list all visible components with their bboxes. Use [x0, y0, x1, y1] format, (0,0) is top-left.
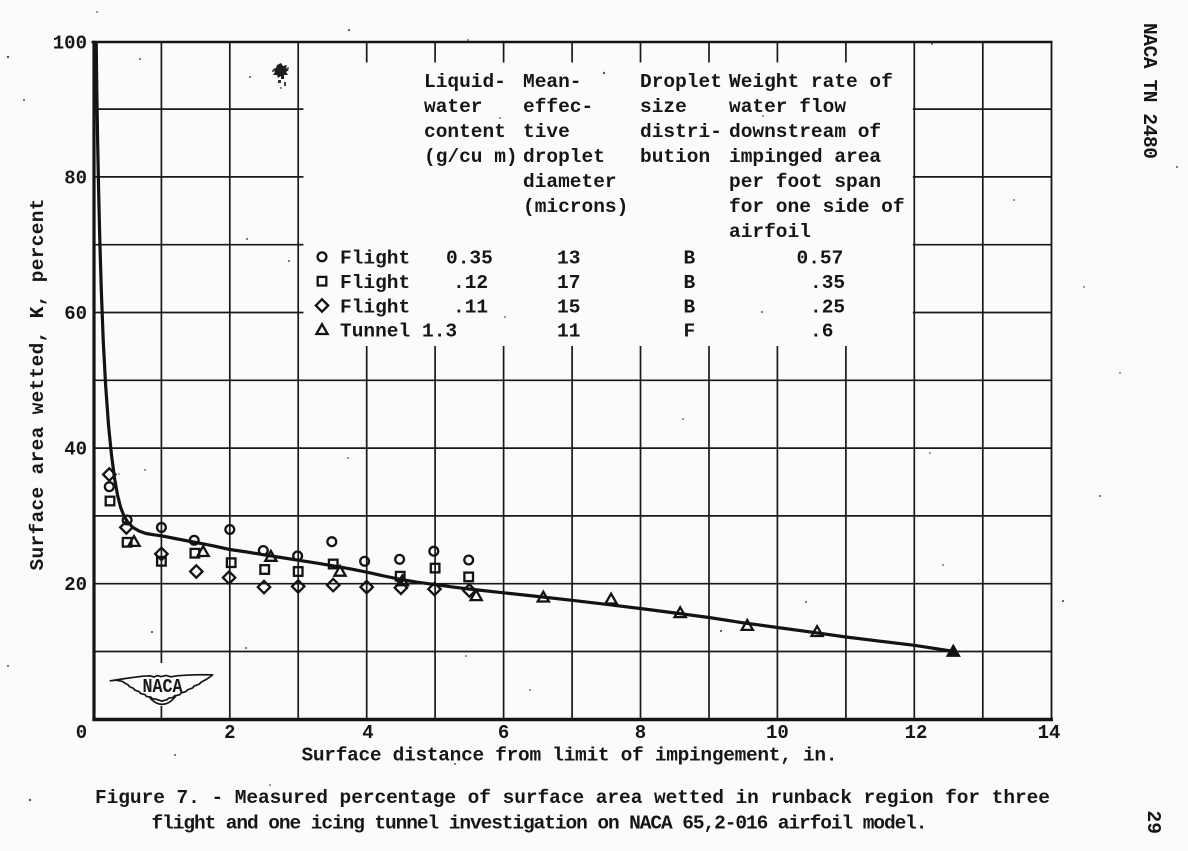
svg-text:bution: bution — [640, 146, 710, 168]
svg-text:diameter: diameter — [523, 171, 617, 193]
svg-text:20: 20 — [64, 574, 87, 596]
svg-text:Surface distance from limit of: Surface distance from limit of impingeme… — [302, 745, 838, 767]
svg-text:water: water — [424, 96, 483, 118]
svg-text:4: 4 — [362, 722, 373, 744]
svg-text:11: 11 — [557, 321, 580, 343]
svg-text:water flow: water flow — [729, 96, 846, 118]
svg-text:downstream of: downstream of — [729, 121, 881, 143]
svg-text:NACA TN 2480: NACA TN 2480 — [1138, 23, 1160, 159]
svg-text:B: B — [684, 272, 696, 294]
svg-text:Mean-: Mean- — [523, 71, 582, 93]
svg-text:13: 13 — [557, 248, 580, 270]
svg-text:10: 10 — [766, 722, 789, 744]
svg-text:Flight: Flight — [340, 272, 410, 294]
svg-text:80: 80 — [64, 167, 87, 189]
svg-text:droplet: droplet — [523, 146, 605, 168]
svg-text:.6: .6 — [810, 321, 833, 343]
svg-text:Tunnel: Tunnel — [340, 321, 410, 343]
svg-text:Surface area wetted, K, percen: Surface area wetted, K, percent — [27, 199, 49, 571]
svg-text:100: 100 — [53, 33, 87, 55]
svg-text:impinged area: impinged area — [729, 146, 881, 168]
svg-text:B: B — [684, 296, 696, 318]
svg-text:flight and one icing tunnel in: flight and one icing tunnel investigatio… — [152, 813, 928, 835]
svg-text:12: 12 — [905, 722, 928, 744]
svg-text:airfoil: airfoil — [729, 221, 811, 243]
svg-text:size: size — [640, 96, 687, 118]
svg-text:effec-: effec- — [523, 96, 593, 118]
svg-text:0.35: 0.35 — [446, 248, 493, 270]
svg-text:Flight: Flight — [340, 248, 410, 270]
svg-text:F: F — [684, 321, 696, 343]
svg-text:17: 17 — [557, 272, 580, 294]
svg-text:Figure 7. - Measured percentag: Figure 7. - Measured percentage of surfa… — [95, 787, 1050, 809]
svg-text:per foot span: per foot span — [729, 171, 881, 193]
svg-text:6: 6 — [498, 722, 509, 744]
svg-text:Droplet: Droplet — [640, 71, 722, 93]
svg-text:.11: .11 — [453, 296, 488, 318]
svg-text:.12: .12 — [453, 272, 488, 294]
svg-text:15: 15 — [557, 296, 580, 318]
svg-text:(g/cu m): (g/cu m) — [424, 146, 518, 168]
svg-text:B: B — [684, 248, 696, 270]
svg-text:content: content — [424, 121, 506, 143]
svg-text:29: 29 — [1142, 811, 1164, 834]
svg-text:1.3: 1.3 — [422, 321, 457, 343]
svg-text:distri-: distri- — [640, 121, 722, 143]
svg-text:14: 14 — [1038, 722, 1061, 744]
svg-text:Weight rate of: Weight rate of — [729, 71, 893, 93]
svg-text:2: 2 — [224, 722, 235, 744]
svg-text:tive: tive — [523, 121, 570, 143]
svg-text:(microns): (microns) — [523, 196, 628, 218]
svg-text:60: 60 — [64, 303, 87, 325]
svg-text:40: 40 — [64, 439, 87, 461]
svg-text:Liquid-: Liquid- — [424, 71, 506, 93]
svg-text:.35: .35 — [810, 272, 845, 294]
svg-text:.25: .25 — [810, 296, 845, 318]
svg-text:for one side of: for one side of — [729, 196, 905, 218]
svg-text:8: 8 — [635, 722, 646, 744]
svg-text:0: 0 — [76, 722, 87, 744]
svg-text:Flight: Flight — [340, 296, 410, 318]
svg-text:0.57: 0.57 — [797, 248, 844, 270]
svg-text:NACA: NACA — [143, 676, 183, 698]
